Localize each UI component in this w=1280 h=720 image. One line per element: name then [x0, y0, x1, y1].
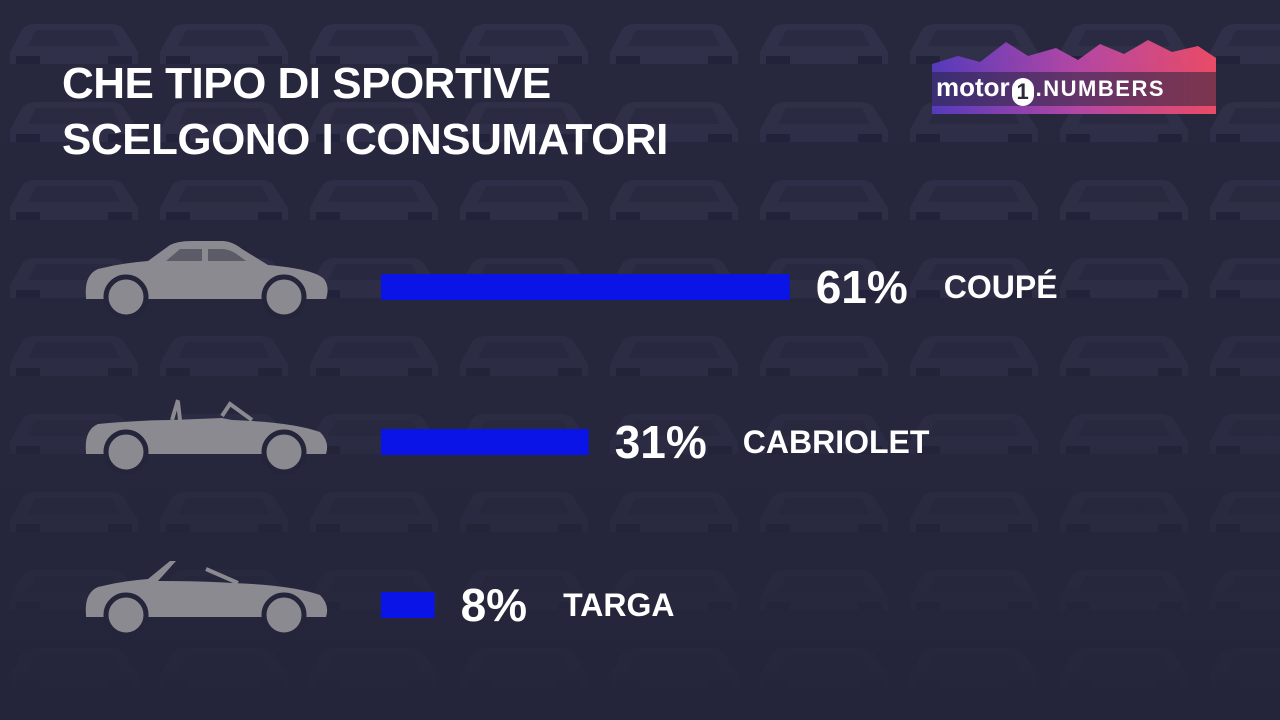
bar: [381, 592, 435, 618]
cabriolet-car-icon: [82, 390, 332, 479]
coupe-car-icon: [82, 235, 332, 324]
car-wheel: [261, 592, 307, 638]
car-window: [166, 249, 246, 261]
car-wheel: [261, 274, 307, 320]
car-wheel: [103, 274, 149, 320]
bar-fill: [381, 274, 790, 300]
car-frame: [205, 567, 239, 585]
category-label: TARGA: [563, 587, 675, 623]
category-label: CABRIOLET: [742, 424, 930, 460]
logo-numbers: .NUMBERS: [1035, 76, 1166, 101]
bar: [381, 429, 589, 455]
value-label: 8%: [460, 579, 528, 631]
car-wheel: [103, 429, 149, 475]
logo-wordmark: motor 1 .NUMBERS: [936, 72, 1165, 106]
logo-mountain-graphic: [932, 40, 1216, 114]
title-line-2: SCELGONO I CONSUMATORI: [62, 115, 668, 164]
logo-one-badge: 1: [1011, 78, 1034, 106]
targa-car-icon: [82, 553, 332, 642]
bar-fill: [381, 429, 589, 455]
bar-fill: [381, 592, 435, 618]
category-label: COUPÉ: [943, 269, 1058, 305]
motor1-numbers-logo: motor 1 .NUMBERS: [928, 34, 1220, 114]
value-label: 31%: [614, 416, 707, 468]
bar: [381, 274, 790, 300]
title-line-1: CHE TIPO DI SPORTIVE: [62, 59, 551, 108]
value-label: 61%: [815, 261, 908, 313]
car-frame: [170, 399, 254, 422]
logo-brand: motor: [936, 72, 1010, 102]
car-wheel: [103, 592, 149, 638]
chart-title: CHE TIPO DI SPORTIVE SCELGONO I CONSUMAT…: [62, 56, 668, 168]
car-wheel: [261, 429, 307, 475]
